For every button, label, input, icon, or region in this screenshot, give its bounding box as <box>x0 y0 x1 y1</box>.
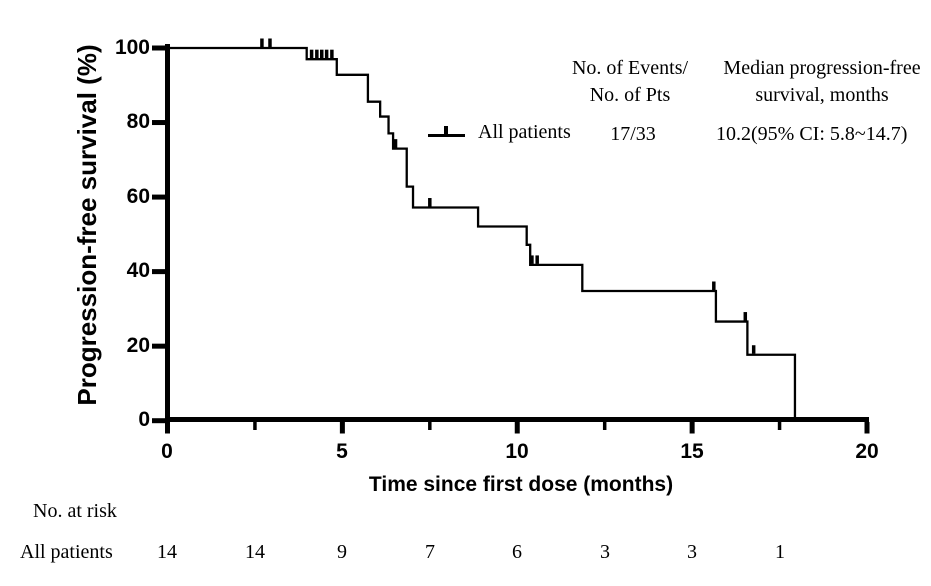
risk-value-t17-5: 1 <box>775 541 785 563</box>
events-value: 17/33 <box>610 123 656 145</box>
risk-value-t5: 9 <box>337 541 347 563</box>
median-header-line2: survival, months <box>755 84 889 106</box>
events-column-header: No. of Events/ No. of Pts <box>548 55 712 109</box>
y-tick-label-40: 40 <box>126 259 150 282</box>
risk-value-t7-5: 7 <box>425 541 435 563</box>
risk-table-row-label: All patients <box>20 541 113 563</box>
x-tick-label-15: 15 <box>680 440 704 463</box>
y-tick-label-0: 0 <box>138 408 150 431</box>
median-value: 10.2(95% CI: 5.8~14.7) <box>716 123 908 145</box>
x-tick-label-0: 0 <box>161 440 173 463</box>
y-tick-label-100: 100 <box>114 36 150 59</box>
x-axis-title: Time since first dose (months) <box>368 473 674 496</box>
events-header-line2: No. of Pts <box>589 84 671 106</box>
y-tick-label-20: 20 <box>126 334 150 357</box>
risk-value-t0: 14 <box>157 541 177 563</box>
risk-table-title: No. at risk <box>33 500 117 522</box>
y-tick-label-80: 80 <box>126 110 150 133</box>
x-tick-label-10: 10 <box>505 440 529 463</box>
y-tick-label-60: 60 <box>126 185 150 208</box>
risk-value-t10: 6 <box>512 541 522 563</box>
risk-value-t15: 3 <box>687 541 697 563</box>
y-axis-title: Progression-free survival (%) <box>72 44 102 406</box>
risk-value-t12-5: 3 <box>600 541 610 563</box>
x-tick-label-5: 5 <box>336 440 348 463</box>
risk-value-t2-5: 14 <box>245 541 265 563</box>
legend-series-label: All patients <box>478 121 571 143</box>
legend-censor-tick-symbol <box>444 126 448 137</box>
median-header-line1: Median progression-free <box>723 57 921 79</box>
events-header-line1: No. of Events/ <box>571 57 689 79</box>
median-column-header: Median progression-free survival, months <box>710 55 931 109</box>
x-tick-label-20: 20 <box>855 440 879 463</box>
